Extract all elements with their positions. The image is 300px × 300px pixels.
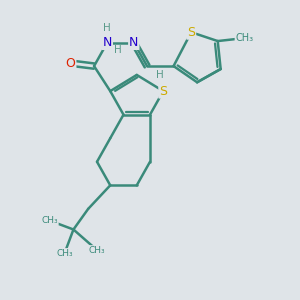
Text: N: N: [103, 36, 112, 49]
Text: H: H: [103, 23, 111, 33]
Text: N: N: [103, 36, 112, 49]
Text: H: H: [156, 70, 164, 80]
Text: S: S: [159, 85, 167, 98]
Text: H: H: [114, 45, 122, 55]
Text: CH₃: CH₃: [235, 33, 253, 43]
Text: O: O: [66, 57, 75, 70]
Text: CH₃: CH₃: [89, 246, 105, 255]
Text: CH₃: CH₃: [42, 216, 58, 225]
Text: S: S: [187, 26, 195, 39]
Text: N: N: [129, 36, 139, 49]
Text: CH₃: CH₃: [56, 249, 73, 258]
